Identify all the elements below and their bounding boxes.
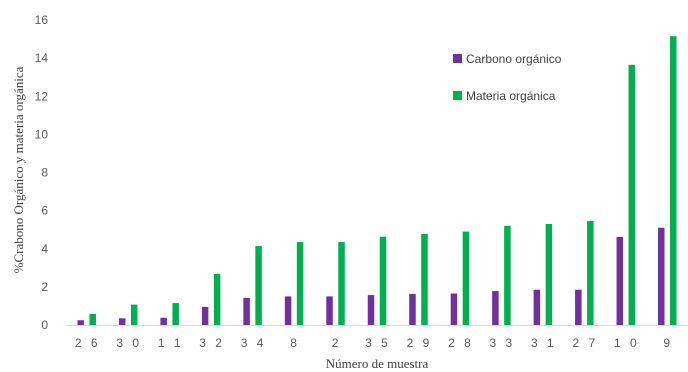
bar — [284, 296, 292, 325]
bar — [379, 236, 387, 325]
x-tick-label: 9 — [663, 336, 673, 350]
legend-label: Carbono orgánico — [466, 52, 562, 66]
bar — [628, 64, 636, 326]
y-tick-label: 4 — [41, 242, 48, 256]
bar — [504, 225, 511, 326]
bar — [118, 318, 126, 325]
bar — [492, 291, 499, 325]
y-tick-label: 0 — [41, 318, 48, 332]
x-tick-label: 3 3 — [490, 336, 516, 350]
bar — [462, 231, 470, 325]
y-tick-label: 2 — [41, 280, 48, 294]
legend-label: Materia orgánica — [466, 89, 556, 103]
x-tick-label: 2 9 — [407, 336, 433, 350]
y-tick-label: 6 — [41, 204, 48, 218]
bar — [172, 303, 179, 325]
y-tick-label: 16 — [35, 13, 49, 27]
x-tick-label: 3 0 — [116, 336, 142, 350]
bar — [130, 304, 138, 325]
x-axis-title: Número de muestra — [326, 356, 429, 371]
y-tick-label: 8 — [41, 166, 48, 180]
y-axis-ticks: 0 2 4 6 8 10 12 14 16 — [35, 13, 49, 332]
bar — [616, 236, 624, 325]
bars — [77, 36, 677, 326]
x-tick-label: 2 — [332, 336, 342, 350]
bar — [338, 242, 345, 325]
x-tick-label: 1 0 — [614, 336, 640, 350]
bar — [533, 289, 541, 325]
bar — [421, 233, 428, 325]
bar — [77, 320, 84, 325]
x-axis-ticks: 2 6 3 0 1 1 3 2 3 4 8 2 3 5 2 9 2 8 3 3 3 1 2 7 1 0 9 — [75, 336, 673, 350]
bar — [243, 297, 250, 325]
y-tick-label: 10 — [35, 127, 49, 141]
bar — [160, 317, 167, 325]
bar — [670, 36, 677, 325]
bar — [367, 295, 375, 325]
bar — [255, 246, 262, 325]
bar — [450, 293, 458, 325]
bar — [201, 306, 209, 325]
x-tick-label: 2 6 — [75, 336, 101, 350]
x-tick-label: 2 8 — [448, 336, 474, 350]
bar — [587, 220, 594, 325]
bar — [89, 313, 96, 325]
legend-swatch — [453, 54, 462, 63]
x-tick-label: 3 2 — [199, 336, 225, 350]
bar — [545, 223, 553, 325]
y-axis-title: %Crabono Orgánico y materia orgánica — [11, 66, 26, 273]
bar — [326, 296, 333, 325]
bar — [658, 227, 665, 325]
y-tick-label: 12 — [35, 89, 49, 103]
bar — [296, 242, 304, 325]
bar — [575, 289, 582, 325]
bar — [409, 293, 416, 325]
bar — [213, 273, 221, 325]
legend: Carbono orgánico Materia orgánica — [453, 52, 562, 103]
x-tick-label: 3 4 — [241, 336, 267, 350]
x-tick-label: 3 1 — [531, 336, 557, 350]
y-tick-label: 14 — [35, 51, 49, 65]
legend-swatch — [453, 91, 462, 100]
x-tick-label: 1 1 — [158, 336, 184, 350]
x-tick-label: 3 5 — [365, 336, 391, 350]
x-tick-label: 2 7 — [572, 336, 598, 350]
x-tick-label: 8 — [290, 336, 300, 350]
